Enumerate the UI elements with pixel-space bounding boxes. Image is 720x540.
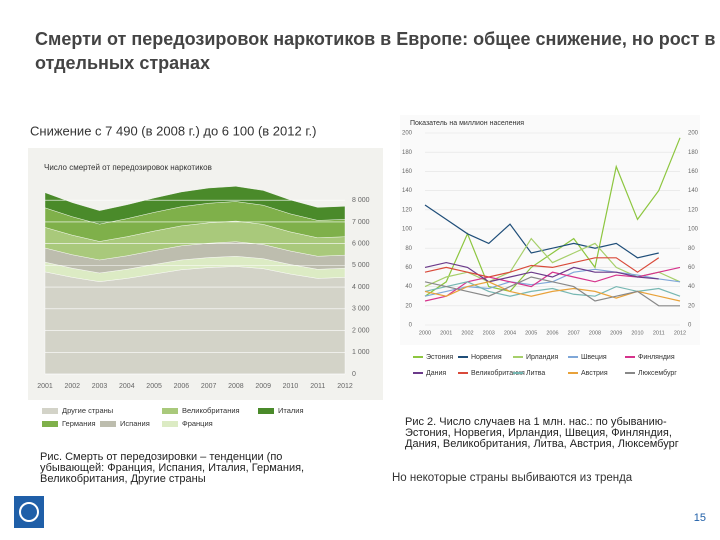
y-tick-label: 200	[688, 131, 699, 137]
caption-left: Рис. Смерть от передозировки – тенденции…	[40, 451, 304, 485]
y-tick-label: 60	[405, 265, 412, 271]
page-number: 15	[694, 512, 706, 524]
y-tick-label: 80	[688, 246, 695, 252]
legend-label: Эстония	[426, 354, 453, 361]
x-tick-label: 2000	[419, 330, 431, 336]
legend-label: Испания	[120, 419, 150, 428]
legend-label: Финляндия	[638, 354, 675, 361]
y-tick-label: 5 000	[352, 262, 370, 269]
legend-label: Другие страны	[62, 406, 113, 415]
y-tick-label: 2 000	[352, 327, 370, 334]
x-tick-label: 2008	[228, 383, 244, 390]
series-line	[424, 276, 680, 307]
y-tick-label: 0	[409, 323, 413, 329]
y-tick-label: 4 000	[352, 284, 370, 291]
x-tick-label: 2002	[64, 383, 80, 390]
y-tick-label: 1 000	[352, 349, 370, 356]
y-tick-label: 7 000	[352, 219, 370, 226]
y-tick-label: 120	[688, 207, 699, 213]
y-tick-label: 8 000	[352, 197, 370, 204]
x-tick-label: 2012	[674, 330, 686, 336]
y-tick-label: 40	[405, 284, 412, 290]
y-tick-label: 180	[688, 150, 699, 156]
x-tick-label: 2004	[119, 383, 135, 390]
legend-label: Литва	[526, 370, 545, 377]
x-tick-label: 2010	[283, 383, 299, 390]
legend-label: Ирландия	[526, 354, 559, 361]
area-segment	[44, 186, 346, 225]
y-tick-label: 160	[402, 169, 413, 175]
y-tick-label: 60	[688, 265, 695, 271]
x-tick-label: 2003	[92, 383, 108, 390]
y-tick-label: 40	[688, 284, 695, 290]
x-tick-label: 2005	[525, 330, 537, 336]
y-tick-label: 120	[402, 207, 413, 213]
x-tick-label: 2011	[653, 330, 665, 336]
x-tick-label: 2008	[589, 330, 601, 336]
y-tick-label: 140	[402, 188, 413, 194]
y-tick-label: 140	[688, 188, 699, 194]
area-segment	[44, 266, 346, 375]
x-tick-label: 2009	[610, 330, 622, 336]
legend-label: Норвегия	[471, 354, 502, 361]
legend-label: Швеция	[581, 354, 607, 361]
legend-label: Австрия	[581, 370, 608, 377]
legend-label: Великобритания	[471, 369, 525, 377]
x-tick-label: 2006	[546, 330, 558, 336]
logo-mark	[19, 502, 39, 522]
x-tick-label: 2011	[310, 383, 325, 390]
legend-swatch	[100, 421, 116, 427]
x-tick-label: 2004	[504, 330, 516, 336]
x-tick-label: 2005	[146, 383, 162, 390]
y-tick-label: 20	[688, 303, 695, 309]
y-tick-label: 3 000	[352, 306, 370, 313]
x-tick-label: 2001	[440, 330, 452, 336]
x-tick-label: 2007	[568, 330, 580, 336]
legend-swatch	[258, 408, 274, 414]
y-tick-label: 200	[402, 131, 413, 137]
legend-label: Франция	[182, 419, 213, 428]
caption-right: Рис 2. Число случаев на 1 млн. нас.: по …	[405, 416, 679, 450]
x-tick-label: 2009	[255, 383, 271, 390]
legend-swatch	[42, 421, 58, 427]
y-tick-label: 100	[688, 227, 699, 233]
y-tick-label: 160	[688, 169, 699, 175]
y-tick-label: 0	[688, 323, 692, 329]
slide-title: Смерти от передозировок наркотиков в Евр…	[35, 29, 715, 73]
y-tick-label: 0	[352, 371, 356, 378]
legend-label: Дания	[426, 370, 446, 377]
series-line	[424, 261, 659, 283]
legend-swatch	[42, 408, 58, 414]
legend-swatch	[162, 421, 178, 427]
legend-swatch	[162, 408, 178, 414]
x-tick-label: 2010	[631, 330, 643, 336]
logo	[14, 496, 44, 528]
series-line	[424, 257, 660, 278]
y-tick-label: 180	[402, 150, 413, 156]
y-tick-label: 80	[405, 246, 412, 252]
legend-label: Германия	[62, 419, 96, 428]
y-tick-label: 6 000	[352, 240, 370, 247]
x-tick-label: 2003	[483, 330, 495, 336]
legend-label: Великобритания	[182, 406, 240, 415]
chart-title: Показатель на миллион населения	[410, 120, 524, 127]
legend-label: Люксембург	[638, 369, 677, 377]
y-tick-label: 100	[402, 227, 413, 233]
x-tick-label: 2007	[201, 383, 217, 390]
chart-title: Число смертей от передозировок наркотико…	[44, 163, 212, 172]
left-text: Снижение с 7 490 (в 2008 г.) до 6 100 (в…	[30, 123, 316, 138]
y-tick-label: 20	[405, 303, 412, 309]
right-panel	[400, 115, 700, 345]
x-tick-label: 2006	[174, 383, 190, 390]
x-tick-label: 2001	[37, 383, 53, 390]
note-right: Но некоторые страны выбиваются из тренда	[392, 472, 633, 484]
legend-label: Италия	[278, 406, 304, 415]
x-tick-label: 2002	[461, 330, 473, 336]
x-tick-label: 2012	[337, 383, 353, 390]
